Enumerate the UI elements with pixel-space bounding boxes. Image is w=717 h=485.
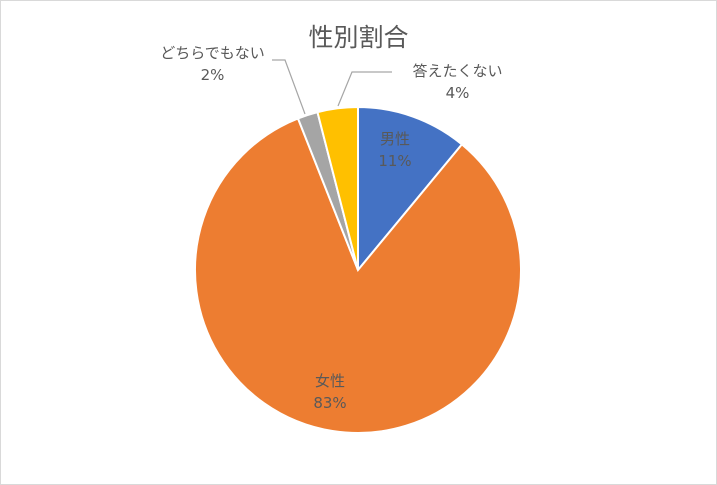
value-label: 2% (200, 66, 225, 84)
data-label: 男性 11% (355, 128, 435, 172)
chart-title: 性別割合 (308, 23, 409, 52)
category-label: 答えたくない (412, 62, 503, 80)
pie-slice (194, 117, 522, 434)
category-label: 女性 (314, 372, 345, 390)
data-label: 女性 83% (290, 370, 370, 414)
pie-slice (357, 105, 464, 273)
pie-slice (316, 105, 359, 271)
category-label: 男性 (379, 130, 410, 148)
value-label: 83% (313, 394, 347, 412)
leader-line (337, 71, 392, 107)
value-label: 4% (445, 84, 470, 102)
category-label: どちらでもない (160, 44, 265, 62)
leader-line (272, 59, 306, 115)
data-label: どちらでもない 2% (150, 42, 275, 86)
value-label: 11% (378, 152, 412, 170)
data-label: 答えたくない 4% (395, 60, 520, 104)
